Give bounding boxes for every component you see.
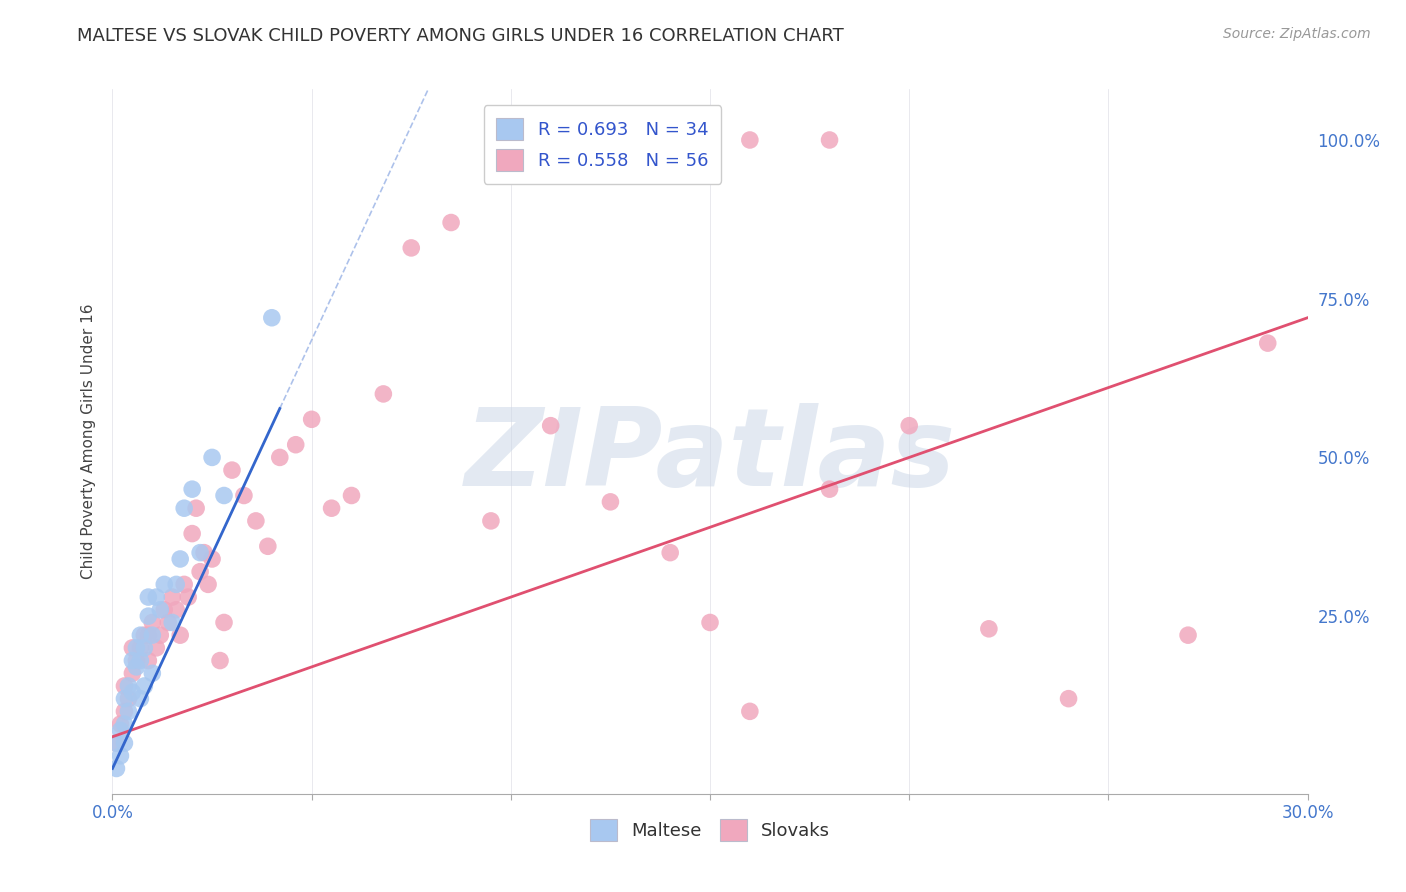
Point (110, 748, 132, 763)
Point (201, 450, 224, 465)
Point (212, 615, 235, 630)
Point (134, 679, 156, 693)
Point (114, 704, 135, 718)
Point (125, 660, 148, 674)
Point (141, 628, 163, 642)
Point (134, 640, 156, 655)
Point (121, 654, 143, 668)
Point (117, 679, 139, 693)
Point (129, 640, 152, 655)
Point (114, 717, 135, 731)
Point (162, 590, 183, 604)
Y-axis label: Child Poverty Among Girls Under 16: Child Poverty Among Girls Under 16 (80, 304, 96, 579)
Point (699, 615, 721, 630)
Point (188, 546, 211, 560)
Point (340, 488, 363, 502)
Point (149, 603, 172, 617)
Point (186, 501, 208, 516)
Point (134, 628, 156, 642)
Point (818, 482, 841, 496)
Point (177, 590, 200, 604)
Point (110, 717, 132, 731)
Point (201, 552, 224, 566)
Point (818, 133, 841, 147)
Point (110, 723, 132, 738)
Point (105, 762, 128, 776)
Point (114, 679, 135, 693)
Point (121, 666, 143, 681)
Point (540, 418, 562, 433)
Point (121, 640, 143, 655)
Point (209, 654, 232, 668)
Point (105, 736, 128, 750)
Legend: Maltese, Slovaks: Maltese, Slovaks (582, 812, 838, 848)
Point (138, 609, 160, 624)
Point (125, 640, 148, 655)
Text: MALTESE VS SLOVAK CHILD POVERTY AMONG GIRLS UNDER 16 CORRELATION CHART: MALTESE VS SLOVAK CHILD POVERTY AMONG GI… (77, 27, 844, 45)
Point (479, 514, 502, 528)
Point (173, 501, 195, 516)
Point (221, 463, 243, 477)
Point (212, 488, 235, 502)
Point (169, 628, 191, 642)
Point (738, 133, 761, 147)
Point (114, 736, 135, 750)
Point (173, 577, 195, 591)
Point (141, 615, 163, 630)
Point (977, 622, 1000, 636)
Point (181, 526, 204, 541)
Point (260, 310, 283, 325)
Point (141, 666, 163, 681)
Point (162, 615, 183, 630)
Point (301, 412, 323, 426)
Point (105, 736, 128, 750)
Point (599, 495, 621, 509)
Point (145, 640, 167, 655)
Point (257, 539, 280, 553)
Point (138, 628, 160, 642)
Point (165, 603, 187, 617)
Point (898, 418, 921, 433)
Point (117, 691, 139, 706)
Point (1177, 628, 1199, 642)
Point (197, 577, 219, 591)
Point (117, 704, 139, 718)
Point (149, 628, 172, 642)
Point (169, 552, 191, 566)
Point (157, 615, 180, 630)
Point (233, 488, 256, 502)
Point (138, 654, 160, 668)
Point (165, 577, 187, 591)
Point (1257, 336, 1279, 351)
Point (1057, 691, 1080, 706)
Point (373, 387, 395, 401)
Point (245, 514, 267, 528)
Text: ZIPatlas: ZIPatlas (464, 402, 956, 508)
Text: Source: ZipAtlas.com: Source: ZipAtlas.com (1223, 27, 1371, 41)
Point (153, 577, 176, 591)
Point (284, 438, 307, 452)
Point (114, 691, 135, 706)
Point (321, 501, 343, 516)
Point (121, 685, 143, 699)
Point (145, 590, 167, 604)
Point (269, 450, 291, 465)
Point (129, 691, 152, 706)
Point (125, 654, 148, 668)
Point (738, 704, 761, 718)
Point (401, 241, 423, 255)
Point (659, 546, 682, 560)
Point (129, 628, 152, 642)
Point (129, 654, 152, 668)
Point (188, 565, 211, 579)
Point (193, 546, 215, 560)
Point (181, 482, 204, 496)
Point (153, 603, 176, 617)
Point (440, 215, 463, 229)
Point (138, 590, 160, 604)
